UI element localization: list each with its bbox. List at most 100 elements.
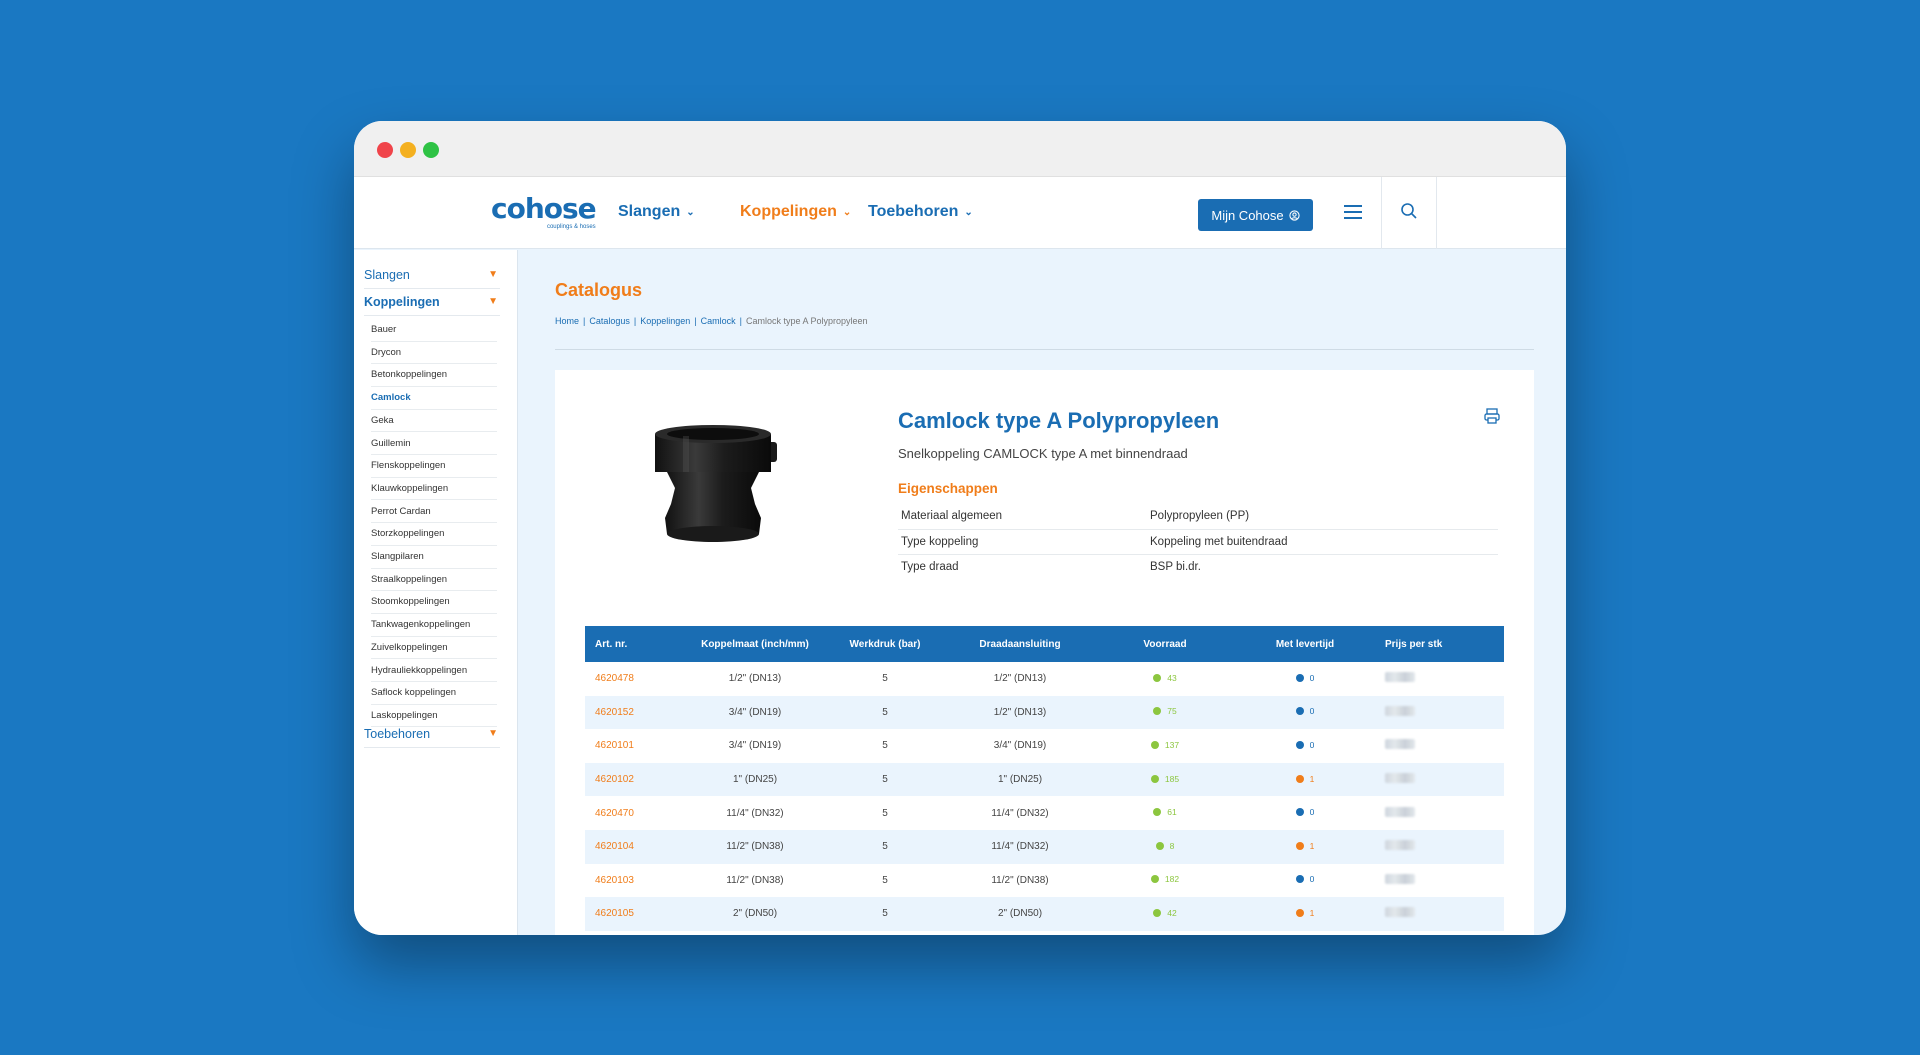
cell-stock: 75: [1095, 696, 1235, 730]
cell-size: 3/4" (DN19): [728, 740, 782, 752]
user-circle-icon: [1288, 209, 1300, 221]
nav-koppelingen[interactable]: Koppelingen ⌄: [740, 203, 851, 221]
col-voorraad[interactable]: Voorraad: [1143, 638, 1187, 650]
sidebar-subitem[interactable]: Camlock: [371, 387, 497, 410]
chevron-down-icon: ⌄: [964, 206, 973, 218]
table-row[interactable]: 4620152 3/4" (DN19) 5 1/2" (DN13) 75 0: [585, 695, 1504, 730]
sidebar-subitem[interactable]: Perrot Cardan: [371, 501, 497, 524]
print-icon[interactable]: [1483, 407, 1501, 430]
sidebar-item-toebehoren[interactable]: Toebehoren ▼: [364, 721, 500, 748]
table-row[interactable]: 4620103 11/2" (DN38) 5 11/2" (DN38) 182 0: [585, 864, 1504, 898]
sidebar-subitem[interactable]: Geka: [371, 410, 497, 433]
maximize-window-button[interactable]: [423, 142, 439, 158]
cell-lead: 0: [1235, 796, 1375, 830]
stock-value: 75: [1167, 706, 1177, 717]
art-nr-link[interactable]: 4620101: [595, 740, 634, 752]
sidebar-subitem[interactable]: Slangpilaren: [371, 546, 497, 569]
breadcrumb-catalogus[interactable]: Catalogus: [589, 316, 630, 326]
stock-dot-icon: [1153, 808, 1162, 817]
stock-dot-icon: [1150, 740, 1159, 749]
art-nr-link[interactable]: 4620103: [595, 874, 634, 886]
cell-price: [1375, 796, 1504, 830]
table-row[interactable]: 4620478 1/2" (DN13) 5 1/2" (DN13) 43 0: [585, 662, 1504, 696]
breadcrumb-home[interactable]: Home: [555, 316, 580, 326]
price-blurred: [1385, 773, 1415, 784]
price-blurred: [1385, 672, 1415, 683]
sidebar-subitem[interactable]: Betonkoppelingen: [371, 364, 497, 387]
sidebar-subitem[interactable]: Guillemin: [371, 433, 497, 456]
breadcrumb-current: Camlock type A Polypropyleen: [745, 316, 868, 326]
product-title: Camlock type A Polypropyleen: [898, 408, 1220, 433]
lead-value: 1: [1309, 773, 1315, 784]
product-subtitle: Snelkoppeling CAMLOCK type A met binnend…: [898, 446, 1188, 461]
search-icon[interactable]: [1400, 202, 1418, 225]
stock-dot-icon: [1150, 875, 1159, 884]
logo[interactable]: cohose couplings & hoses: [491, 194, 597, 231]
lead-value: 1: [1309, 840, 1315, 851]
close-window-button[interactable]: [377, 142, 393, 158]
col-koppelmaat[interactable]: Koppelmaat (inch/mm): [701, 638, 809, 650]
nav-toebehoren[interactable]: Toebehoren ⌄: [868, 203, 973, 221]
table-row[interactable]: 4620470 11/4" (DN32) 5 11/4" (DN32) 61 0: [585, 796, 1504, 830]
sidebar-subitem[interactable]: Storzkoppelingen: [371, 523, 497, 546]
lead-dot-icon: [1295, 774, 1304, 783]
col-met-levertijd[interactable]: Met levertijd: [1275, 638, 1335, 650]
sidebar-subitem[interactable]: Saflock koppelingen: [371, 682, 497, 705]
account-button-label: Mijn Cohose: [1211, 207, 1284, 223]
art-nr-link[interactable]: 4620102: [595, 774, 634, 786]
col-werkdruk[interactable]: Werkdruk (bar): [849, 638, 921, 650]
sidebar-subitem[interactable]: Flenskoppelingen: [371, 455, 497, 478]
account-button[interactable]: Mijn Cohose: [1198, 199, 1313, 231]
property-key: Type draad: [901, 561, 959, 573]
stock-value: 182: [1164, 874, 1180, 885]
cell-stock: 8: [1095, 830, 1235, 864]
breadcrumb-koppelingen[interactable]: Koppelingen: [640, 316, 691, 326]
table-row[interactable]: 4620102 1" (DN25) 5 1" (DN25) 185 1: [585, 762, 1504, 797]
lead-dot-icon: [1295, 673, 1304, 682]
sidebar-subitem[interactable]: Straalkoppelingen: [371, 569, 497, 592]
cell-thread: 2" (DN50): [997, 908, 1043, 920]
header-divider: [1436, 177, 1437, 249]
sidebar-subitem[interactable]: Hydrauliekkoppelingen: [371, 660, 497, 683]
cell-stock: 185: [1095, 763, 1235, 797]
col-draadaansluiting[interactable]: Draadaansluiting: [979, 638, 1061, 650]
chevron-down-icon: ▼: [488, 296, 498, 307]
table-row[interactable]: 4620104 11/2" (DN38) 5 11/4" (DN32) 8 1: [585, 829, 1504, 864]
cell-size: 11/2" (DN38): [726, 841, 784, 853]
sidebar-subitem[interactable]: Drycon: [371, 342, 497, 365]
lead-dot-icon: [1295, 841, 1304, 850]
sidebar-subitem[interactable]: Laskoppelingen: [371, 705, 497, 728]
sidebar-item-koppelingen[interactable]: Koppelingen ▼: [364, 289, 500, 316]
lead-dot-icon: [1295, 707, 1304, 716]
cell-price: [1375, 662, 1504, 696]
table-row[interactable]: 4620101 3/4" (DN19) 5 3/4" (DN19) 137 0: [585, 729, 1504, 763]
cell-stock: 61: [1095, 796, 1235, 830]
nav-slangen[interactable]: Slangen ⌄: [618, 203, 695, 221]
art-nr-link[interactable]: 4620104: [595, 841, 634, 853]
sidebar-subitem[interactable]: Tankwagenkoppelingen: [371, 614, 497, 637]
sidebar-subitem[interactable]: Stoomkoppelingen: [371, 591, 497, 614]
stock-value: 61: [1167, 807, 1177, 818]
chevron-down-icon: ▼: [488, 269, 498, 280]
art-nr-link[interactable]: 4620478: [595, 673, 634, 685]
art-nr-link[interactable]: 4620470: [595, 807, 634, 819]
sidebar-subitem[interactable]: Zuivelkoppelingen: [371, 637, 497, 660]
breadcrumb-camlock[interactable]: Camlock: [700, 316, 736, 326]
minimize-window-button[interactable]: [400, 142, 416, 158]
price-blurred: [1385, 705, 1415, 716]
cell-lead: 1: [1235, 763, 1375, 797]
art-nr-link[interactable]: 4620152: [595, 706, 634, 718]
cell-lead: 0: [1235, 696, 1375, 730]
sidebar-item-slangen[interactable]: Slangen ▼: [364, 262, 500, 289]
sidebar-subitem[interactable]: Klauwkoppelingen: [371, 478, 497, 501]
hamburger-icon[interactable]: [1344, 205, 1362, 223]
col-art-nr[interactable]: Art. nr.: [595, 638, 628, 650]
cell-price: [1375, 897, 1504, 931]
art-nr-link[interactable]: 4620105: [595, 908, 634, 920]
table-row[interactable]: 4620105 2" (DN50) 5 2" (DN50) 42 1: [585, 897, 1504, 931]
sidebar-subitem[interactable]: Bauer: [371, 319, 497, 342]
col-prijs[interactable]: Prijs per stk: [1385, 638, 1443, 650]
cell-pressure: 5: [882, 706, 888, 718]
cell-price: [1375, 729, 1504, 763]
cell-size: 1/2" (DN13): [728, 673, 782, 685]
